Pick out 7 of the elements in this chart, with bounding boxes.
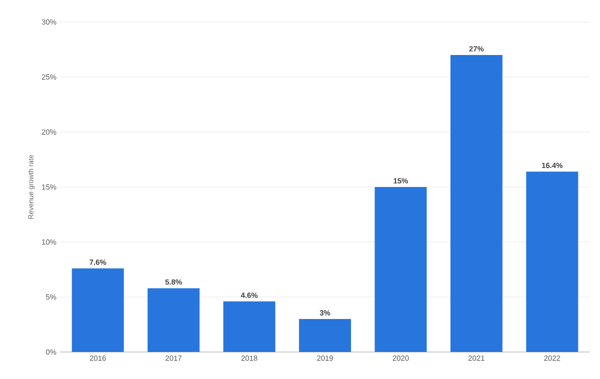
bar — [374, 187, 427, 352]
bar — [450, 55, 502, 352]
bar — [526, 172, 578, 352]
bar — [223, 301, 276, 352]
bar — [299, 319, 352, 352]
bar — [72, 268, 124, 352]
bar — [148, 288, 200, 352]
